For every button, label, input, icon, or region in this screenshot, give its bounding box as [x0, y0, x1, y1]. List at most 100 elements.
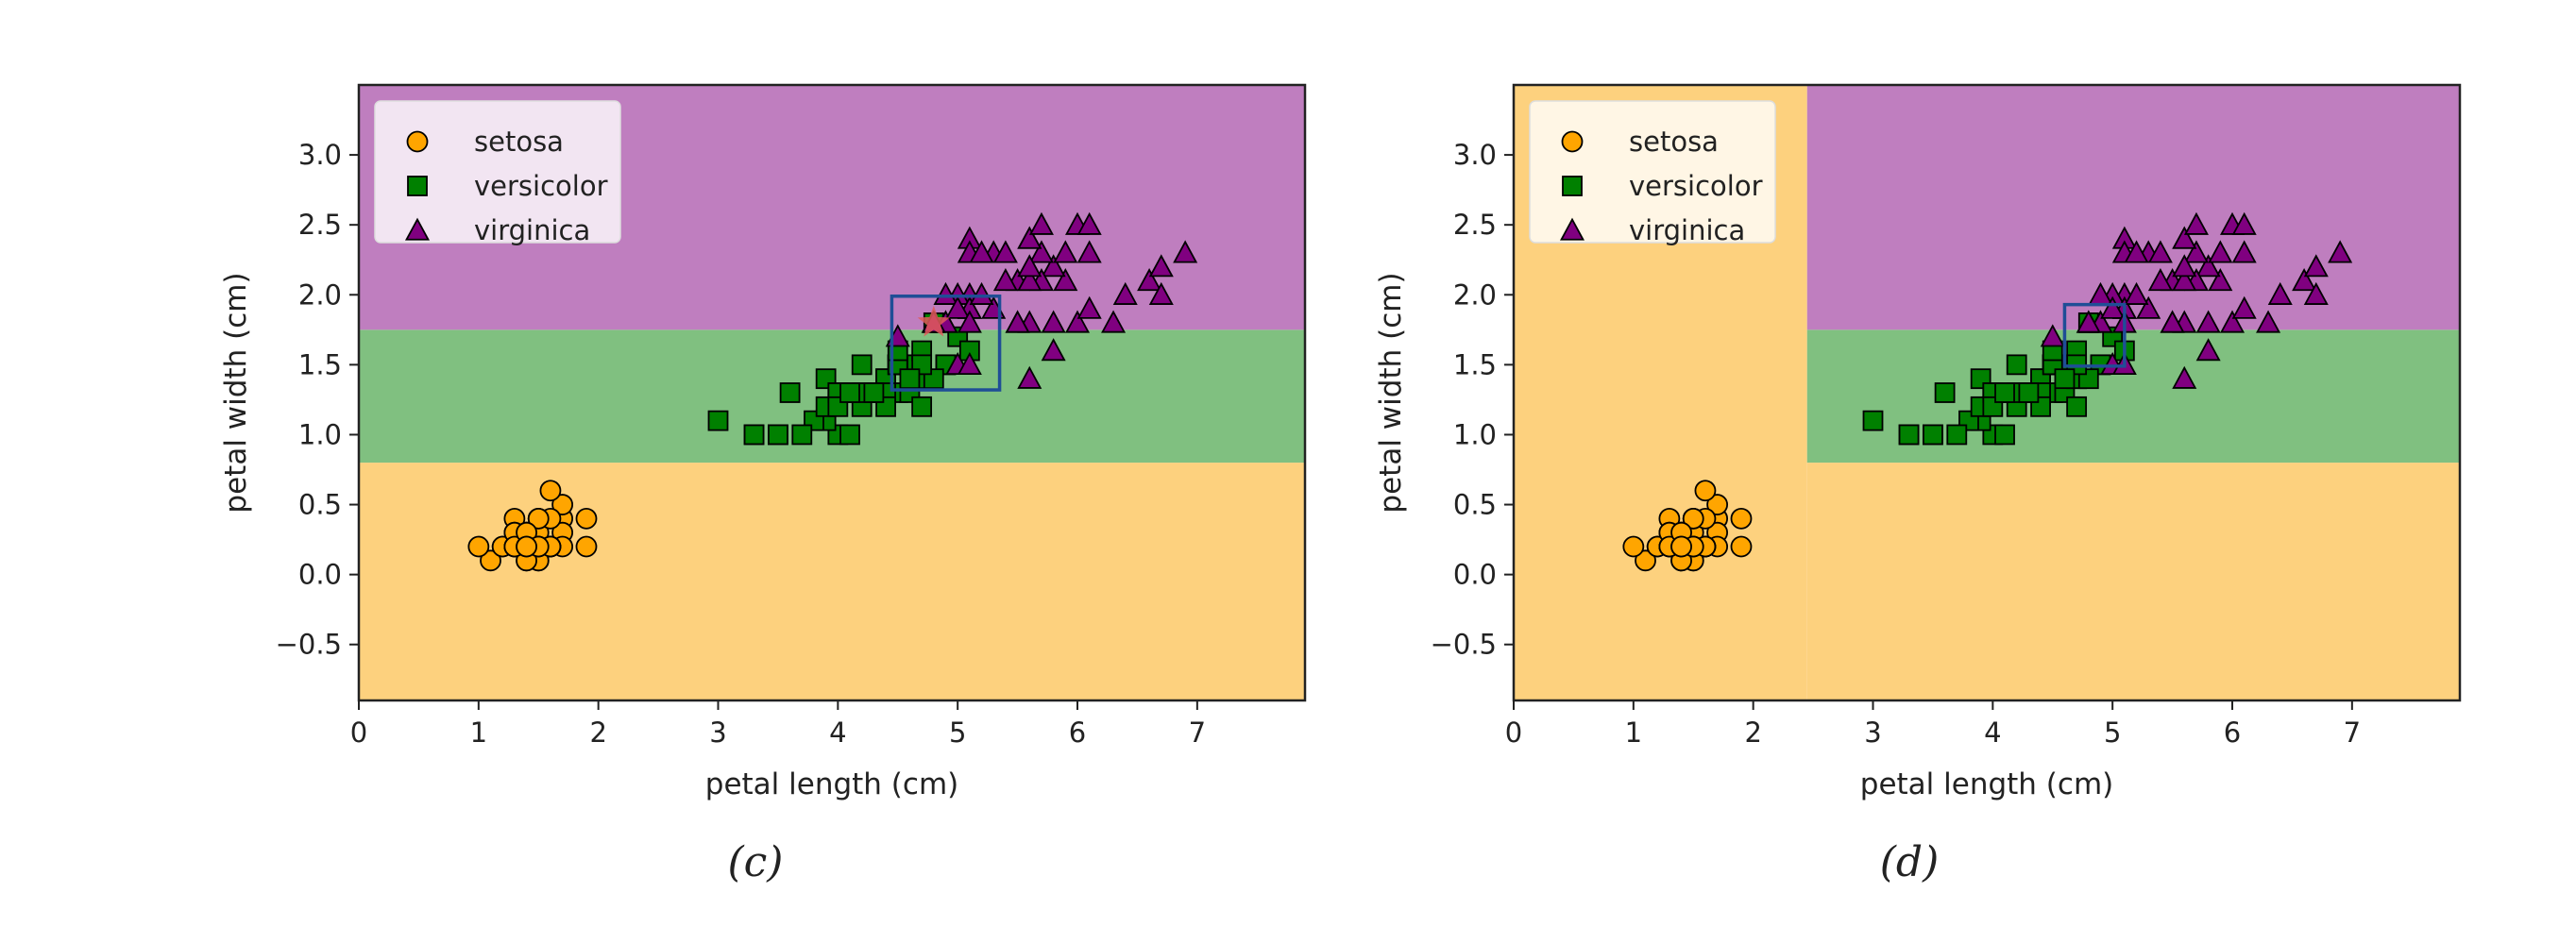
x-tick-label: 3 — [709, 716, 726, 749]
data-point-virginica — [1028, 211, 1054, 235]
data-point-virginica — [2256, 310, 2281, 333]
legend: setosa versicolor virginica — [374, 100, 621, 246]
x-tick-label: 7 — [1189, 716, 1206, 749]
data-point-versicolor — [779, 382, 801, 403]
x-axis-label: petal length (cm) — [1860, 767, 2113, 801]
data-point-virginica — [2100, 295, 2126, 319]
data-point-virginica — [1041, 254, 1066, 278]
data-point-virginica — [2195, 338, 2221, 362]
data-point-virginica — [1053, 268, 1078, 292]
axes-frame — [357, 83, 1307, 702]
y-tick-label: 1.5 — [1453, 348, 1497, 380]
data-point-virginica — [2231, 211, 2257, 235]
data-point-setosa — [527, 507, 550, 530]
y-tick-label: −0.5 — [276, 629, 342, 661]
data-point-versicolor — [899, 368, 921, 390]
data-point-virginica — [2231, 240, 2257, 263]
panel-d-chart: 0 1 2 3 4 5 6 7 −0.5 0.0 0.5 1.0 1.5 2.0 2.5 3.0 petal l… — [1374, 83, 2462, 886]
legend-label-setosa: setosa — [474, 126, 564, 158]
data-point-setosa — [1670, 535, 1692, 558]
data-point-versicolor — [839, 382, 860, 403]
x-tick-label: 2 — [589, 716, 606, 749]
data-point-virginica — [945, 295, 971, 319]
y-tick-label: 0.0 — [298, 559, 342, 591]
data-point-virginica — [2124, 240, 2149, 263]
legend-label-versicolor: versicolor — [474, 170, 608, 202]
data-point-virginica — [1041, 338, 1066, 362]
data-point-versicolor — [1898, 424, 1920, 446]
data-point-virginica — [2292, 268, 2317, 292]
y-tick-label: 2.5 — [1453, 209, 1497, 241]
data-point-virginica — [1041, 310, 1066, 333]
data-point-virginica — [1017, 226, 1042, 249]
data-point-virginica — [1017, 254, 1042, 278]
data-point-versicolor — [768, 424, 788, 446]
legend-label-virginica: virginica — [1629, 214, 1745, 246]
data-point-setosa — [539, 480, 562, 502]
y-tick-label: 2.0 — [298, 278, 342, 311]
data-point-virginica — [2195, 310, 2221, 333]
panel-c-chart: 0 1 2 3 4 5 6 7 −0.5 0.0 0.5 1.0 1.5 2.0 2.5 3.0 petal l… — [219, 83, 1307, 886]
data-point-virginica — [2303, 281, 2329, 305]
data-point-versicolor — [1923, 424, 1943, 446]
local-region-box — [2062, 302, 2127, 368]
data-point-virginica — [2136, 295, 2161, 319]
data-point-versicolor — [911, 396, 933, 417]
data-point-virginica — [2328, 240, 2353, 263]
data-point-setosa — [1730, 507, 1753, 530]
data-point-virginica — [1148, 281, 1174, 305]
data-point-virginica — [969, 240, 994, 263]
data-point-virginica — [1053, 240, 1078, 263]
x-tick-label: 0 — [1505, 716, 1522, 749]
y-axis-label: petal width (cm) — [1374, 272, 1408, 513]
x-tick-label: 7 — [2344, 716, 2361, 749]
data-point-versicolor — [791, 424, 813, 446]
y-tick-label: 2.0 — [1453, 278, 1497, 311]
data-point-setosa — [1706, 494, 1729, 515]
y-tick-label: 0.0 — [1453, 559, 1497, 591]
legend: setosa versicolor virginica — [1529, 100, 1776, 246]
data-point-virginica — [2076, 310, 2101, 333]
data-point-versicolor — [863, 382, 885, 403]
x-tick-label: 5 — [949, 716, 966, 749]
legend-marker-virginica — [404, 217, 431, 241]
data-point-virginica — [2303, 254, 2329, 278]
y-tick-label: 1.0 — [1453, 418, 1497, 450]
data-point-virginica — [2172, 254, 2197, 278]
data-point-versicolor — [1994, 382, 2015, 403]
y-tick-label: 3.0 — [298, 139, 342, 171]
data-point-virginica — [2183, 240, 2209, 263]
data-point-virginica — [2195, 254, 2221, 278]
data-point-virginica — [2220, 310, 2246, 333]
data-point-setosa — [467, 535, 490, 558]
data-point-virginica — [1101, 310, 1127, 333]
legend-label-setosa: setosa — [1629, 126, 1719, 158]
x-tick-label: 6 — [1069, 716, 1086, 749]
data-point-versicolor — [2006, 354, 2027, 376]
data-point-virginica — [1028, 240, 1054, 263]
plot-area — [359, 85, 1305, 700]
legend-marker-setosa — [1561, 130, 1584, 153]
data-point-virginica — [2208, 240, 2233, 263]
x-tick-label: 5 — [2104, 716, 2121, 749]
y-tick-label: −0.5 — [1431, 629, 1497, 661]
data-point-versicolor — [707, 410, 729, 431]
data-point-virginica — [2124, 281, 2149, 305]
y-tick-label: 2.5 — [298, 209, 342, 241]
data-point-virginica — [2172, 365, 2197, 389]
data-point-virginica — [969, 281, 994, 305]
data-point-virginica — [2208, 268, 2233, 292]
region-setosa — [359, 463, 1305, 700]
data-point-virginica — [1137, 268, 1162, 292]
data-point-virginica — [1076, 240, 1102, 263]
data-point-versicolor — [1994, 424, 2015, 446]
axes-frame — [1512, 83, 2462, 702]
legend-marker-setosa — [406, 130, 429, 153]
local-region-box — [890, 295, 1002, 392]
data-point-virginica — [992, 240, 1018, 263]
data-point-setosa — [516, 535, 537, 558]
data-point-virginica — [1005, 310, 1030, 333]
query-point-star — [917, 305, 950, 337]
data-point-versicolor — [2054, 368, 2076, 390]
